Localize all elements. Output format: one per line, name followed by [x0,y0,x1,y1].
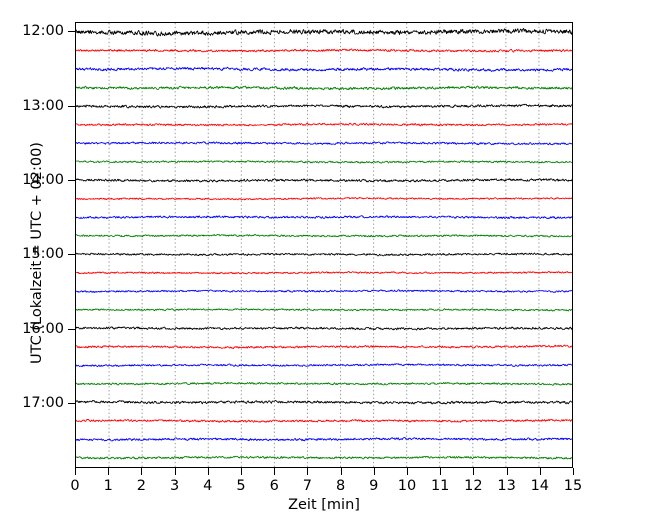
x-axis-tick-label: 9 [369,478,379,494]
x-axis-tick-label: 12 [464,478,483,494]
x-axis-tick [174,468,176,475]
x-axis-tick [241,468,242,475]
x-axis-tick [108,468,110,475]
trace-17-00 [76,399,572,405]
x-axis-tick-label: 14 [530,478,550,494]
trace-13-00 [76,103,572,109]
trace-14-15 [76,197,572,201]
y-axis-tick-label: 13:00 [22,97,64,114]
trace-12-45 [76,85,572,91]
y-axis-tick-label: 12:00 [22,23,64,40]
x-axis-tick [573,468,574,475]
trace-16-15 [76,344,572,349]
trace-12-15 [76,48,572,53]
y-axis-tick-label: 15:00 [22,246,64,263]
trace-15-30 [76,289,572,293]
trace-17-30 [76,437,572,442]
x-axis-tick-label: 11 [430,478,450,494]
x-axis-tick [539,468,541,475]
trace-lines [76,27,572,460]
trace-14-00 [76,178,572,183]
trace-13-30 [76,141,572,146]
trace-16-30 [76,363,572,368]
y-axis-tick [68,328,75,330]
x-axis-tick [440,468,442,475]
x-axis-tick [506,468,508,475]
x-axis-tick-label: 10 [397,478,417,494]
x-axis-tick-label: 6 [269,478,279,494]
plot-area [75,22,573,468]
trace-12-30 [76,66,572,72]
x-axis-tick-label: 3 [169,478,180,494]
trace-16-45 [76,381,572,386]
x-axis-tick-label: 4 [203,478,213,494]
x-axis-tick-label: 2 [136,478,147,494]
x-axis-tick-label: 8 [335,478,346,494]
x-axis-tick-label: 15 [563,478,583,494]
trace-12-00 [76,27,572,37]
y-axis-tick [68,254,75,256]
x-axis-tick [473,468,475,475]
trace-15-45 [76,308,572,312]
x-axis-tick-label: 1 [103,478,113,494]
x-axis-tick [274,468,276,475]
x-axis-tick [75,468,76,475]
x-axis-tick [207,468,209,475]
trace-13-45 [76,160,572,164]
trace-15-00 [76,252,572,257]
trace-17-45 [76,455,572,460]
x-axis-tick [340,468,342,475]
trace-14-45 [76,233,572,238]
x-axis-tick [373,468,375,475]
y-axis-tick [68,31,75,33]
x-axis-tick-label: 5 [236,478,246,494]
x-axis-tick [407,468,408,475]
x-axis-tick-label: 13 [497,478,516,494]
x-axis-tick-label: 0 [70,478,80,494]
trace-16-00 [76,326,572,331]
x-axis-label: Zeit [min] [288,497,360,513]
trace-17-15 [76,418,572,423]
trace-14-30 [76,215,572,220]
x-axis-tick-label: 7 [302,478,313,494]
y-axis-tick [68,402,75,404]
y-axis-tick-label: 17:00 [22,394,64,411]
trace-13-15 [76,122,572,127]
x-axis-tick [307,468,309,475]
y-axis-tick-label: 14:00 [22,171,64,188]
x-axis-tick [141,468,143,475]
y-axis-tick [68,179,75,181]
y-axis-tick [68,105,75,107]
trace-15-15 [76,270,572,275]
y-axis-tick-label: 16:00 [22,320,64,337]
